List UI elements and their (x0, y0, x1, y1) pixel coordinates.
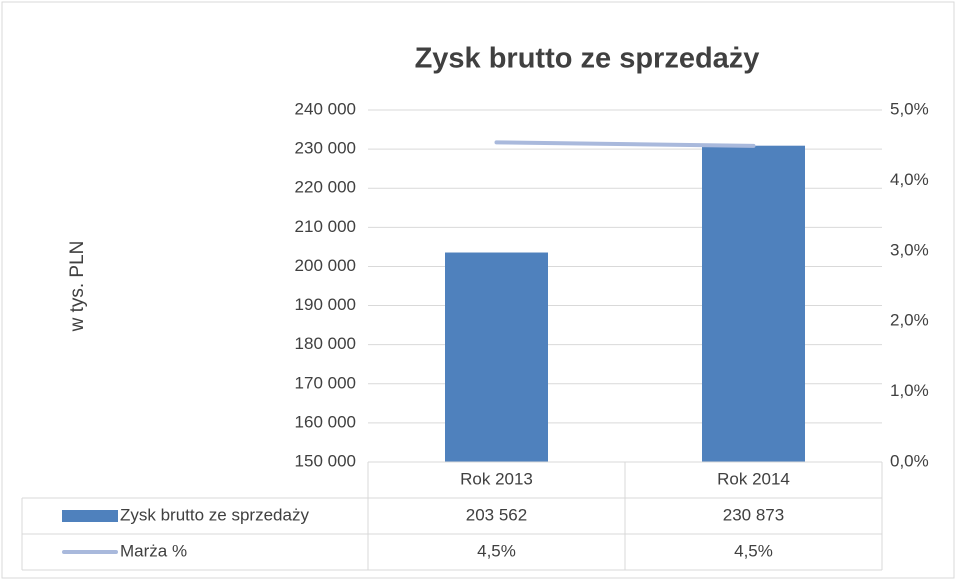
table-value: 4,5% (734, 541, 773, 560)
y-tick-label: 200 000 (295, 256, 356, 275)
chart-title: Zysk brutto ze sprzedaży (415, 43, 760, 75)
legend-label: Zysk brutto ze sprzedaży (120, 505, 309, 524)
table-value: 230 873 (723, 505, 784, 524)
y-tick-label: 180 000 (295, 334, 356, 353)
bar (445, 252, 548, 462)
legend-key (62, 510, 118, 522)
legend-label: Marża % (120, 541, 187, 560)
bar (702, 145, 805, 462)
y2-tick-label: 1,0% (890, 381, 929, 400)
line-series (494, 140, 756, 148)
y2-tick-label: 0,0% (890, 451, 929, 470)
y2-tick-label: 3,0% (890, 240, 929, 259)
y-tick-label: 160 000 (295, 412, 356, 431)
table-value: 203 562 (466, 505, 527, 524)
y2-tick-label: 4,0% (890, 170, 929, 189)
y2-tick-label: 5,0% (890, 99, 929, 118)
table-value: 4,5% (477, 541, 516, 560)
x-tick-label: Rok 2014 (717, 469, 790, 488)
y-tick-label: 220 000 (295, 178, 356, 197)
y-tick-label: 210 000 (295, 217, 356, 236)
y-tick-label: 190 000 (295, 295, 356, 314)
y-tick-label: 240 000 (295, 99, 356, 118)
y-axis-label: w tys. PLN (67, 241, 88, 333)
y-tick-label: 170 000 (295, 373, 356, 392)
y-tick-label: 150 000 (295, 451, 356, 470)
y2-tick-label: 2,0% (890, 311, 929, 330)
y-tick-label: 230 000 (295, 139, 356, 158)
x-tick-label: Rok 2013 (460, 469, 533, 488)
